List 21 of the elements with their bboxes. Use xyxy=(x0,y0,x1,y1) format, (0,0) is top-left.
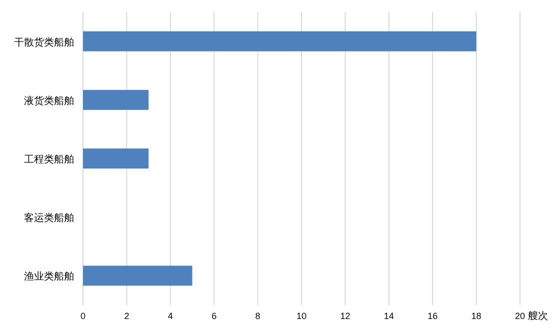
bar xyxy=(83,90,149,110)
x-tick-label: 18 xyxy=(471,311,482,321)
x-tick-label: 20 xyxy=(514,311,526,321)
bar xyxy=(83,266,192,286)
x-tick-label: 12 xyxy=(340,311,350,321)
y-tick-label: 液货类船舶 xyxy=(24,94,74,107)
x-tick-label: 8 xyxy=(255,311,260,321)
y-tick-label: 干散货类船舶 xyxy=(14,36,74,48)
x-tick-label: 14 xyxy=(384,311,394,321)
x-tick-label: 4 xyxy=(168,311,173,321)
x-tick-label: 0 xyxy=(80,311,86,321)
x-tick-label: 10 xyxy=(296,311,307,321)
bar xyxy=(83,148,149,168)
bar xyxy=(83,31,476,52)
y-tick-label: 客运类船舶 xyxy=(24,212,74,224)
y-tick-label: 工程类船舶 xyxy=(24,154,74,166)
x-tick-label: 6 xyxy=(212,311,217,321)
y-tick-label: 渔业类船舶 xyxy=(24,270,74,283)
x-tick-label: 2 xyxy=(124,311,130,321)
x-tick-label: 16 xyxy=(428,311,438,321)
x-axis-title: 艘次 xyxy=(528,310,548,322)
